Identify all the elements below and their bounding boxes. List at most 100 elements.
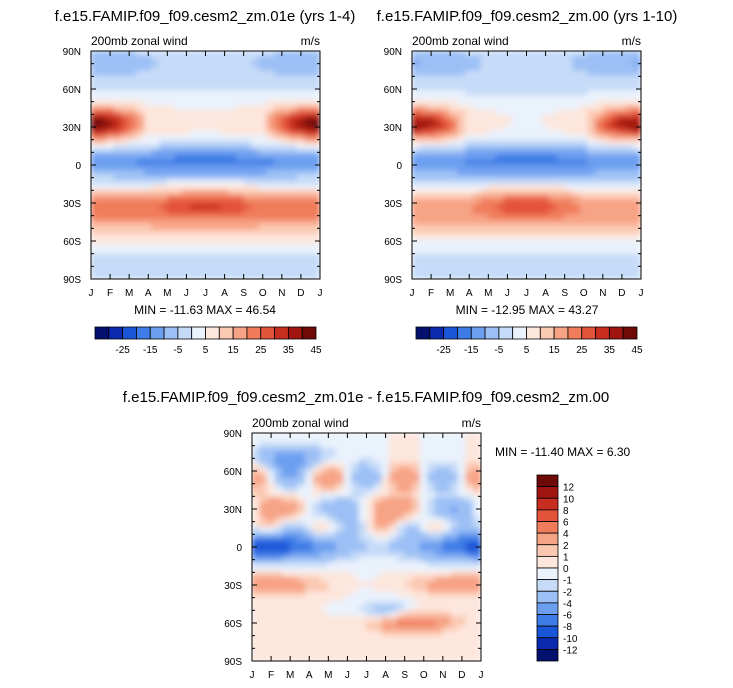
field-cell bbox=[350, 477, 360, 483]
field-cell bbox=[273, 115, 283, 121]
field-cell bbox=[105, 105, 115, 111]
field-cell bbox=[243, 268, 252, 275]
field-cell bbox=[128, 253, 138, 260]
field-cell bbox=[343, 621, 352, 627]
field-cell bbox=[602, 214, 611, 220]
field-cell bbox=[488, 258, 497, 265]
field-cell bbox=[633, 130, 641, 136]
field-cell bbox=[617, 159, 627, 166]
field-cell bbox=[373, 442, 383, 449]
field-cell bbox=[167, 125, 176, 131]
field-cell bbox=[442, 75, 451, 82]
field-cell bbox=[541, 149, 550, 156]
field-cell bbox=[625, 65, 634, 72]
field-cell bbox=[243, 65, 252, 72]
field-cell bbox=[252, 635, 260, 642]
field-cell bbox=[503, 184, 512, 191]
field-cell bbox=[510, 100, 520, 106]
field-cell bbox=[442, 581, 451, 587]
field-cell bbox=[243, 174, 252, 181]
field-cell bbox=[633, 105, 641, 111]
field-cell bbox=[404, 611, 413, 617]
field-cell bbox=[610, 258, 619, 265]
field-cell bbox=[328, 462, 337, 468]
field-cell bbox=[503, 239, 512, 245]
field-cell bbox=[266, 273, 275, 279]
field-cell bbox=[427, 467, 436, 473]
field-cell bbox=[457, 125, 466, 131]
field-cell bbox=[212, 70, 222, 77]
field-cell bbox=[617, 199, 627, 205]
field-cell bbox=[289, 199, 298, 205]
y-tick-label: 60S bbox=[384, 237, 402, 248]
field-cell bbox=[625, 174, 634, 181]
field-cell bbox=[472, 65, 481, 72]
field-cell bbox=[252, 546, 260, 553]
field-cell bbox=[396, 576, 405, 582]
field-cell bbox=[472, 164, 481, 171]
field-cell bbox=[282, 516, 291, 523]
field-cell bbox=[205, 60, 214, 67]
field-cell bbox=[105, 90, 115, 96]
field-cell bbox=[220, 95, 229, 101]
field-cell bbox=[518, 273, 527, 279]
field-cell bbox=[220, 110, 229, 116]
field-cell bbox=[579, 115, 588, 121]
field-cell bbox=[328, 640, 337, 647]
field-cell bbox=[328, 447, 337, 454]
field-cell bbox=[594, 100, 604, 106]
field-cell bbox=[549, 174, 558, 181]
field-cell bbox=[404, 512, 413, 518]
colorbar-label: 10 bbox=[563, 494, 575, 505]
field-cell bbox=[167, 139, 176, 146]
field-cell bbox=[350, 521, 360, 528]
field-cell bbox=[465, 586, 474, 592]
field-cell bbox=[442, 462, 451, 468]
field-cell bbox=[465, 204, 474, 210]
field-cell bbox=[572, 90, 581, 96]
field-cell bbox=[128, 209, 138, 215]
colorbar-swatch bbox=[536, 614, 559, 627]
field-cell bbox=[258, 154, 267, 161]
field-cell bbox=[335, 596, 344, 602]
field-cell bbox=[144, 65, 153, 72]
field-cell bbox=[144, 179, 153, 186]
field-cell bbox=[549, 219, 558, 225]
field-cell bbox=[465, 561, 474, 568]
field-cell bbox=[412, 482, 421, 488]
field-cell bbox=[297, 556, 306, 563]
field-cell bbox=[312, 467, 321, 473]
field-cell bbox=[205, 179, 214, 186]
field-cell bbox=[480, 149, 489, 156]
field-cell bbox=[602, 234, 611, 240]
field-cell bbox=[526, 159, 535, 166]
field-cell bbox=[633, 51, 641, 57]
field-cell bbox=[434, 239, 443, 245]
field-cell bbox=[113, 169, 122, 176]
field-cell bbox=[541, 244, 550, 250]
field-cell bbox=[274, 626, 283, 632]
field-cell bbox=[197, 214, 206, 220]
field-cell bbox=[273, 268, 283, 275]
field-cell bbox=[189, 70, 199, 77]
field-cell bbox=[450, 650, 459, 657]
field-cell bbox=[205, 149, 214, 156]
field-cell bbox=[412, 55, 420, 62]
field-cell bbox=[396, 437, 405, 444]
field-cell bbox=[174, 229, 183, 235]
field-cell bbox=[136, 164, 145, 171]
field-cell bbox=[289, 556, 299, 563]
field-cell bbox=[136, 125, 145, 131]
field-cell bbox=[343, 626, 352, 632]
field-cell bbox=[419, 199, 428, 205]
field-cell bbox=[434, 159, 443, 166]
field-cell bbox=[419, 442, 428, 449]
field-cell bbox=[419, 482, 428, 488]
field-cell bbox=[427, 596, 436, 602]
field-cell bbox=[442, 531, 451, 538]
field-cell bbox=[412, 512, 421, 518]
field-cell bbox=[526, 169, 535, 176]
field-cell bbox=[518, 194, 527, 200]
field-cell bbox=[105, 120, 115, 126]
field-cell bbox=[602, 105, 611, 111]
